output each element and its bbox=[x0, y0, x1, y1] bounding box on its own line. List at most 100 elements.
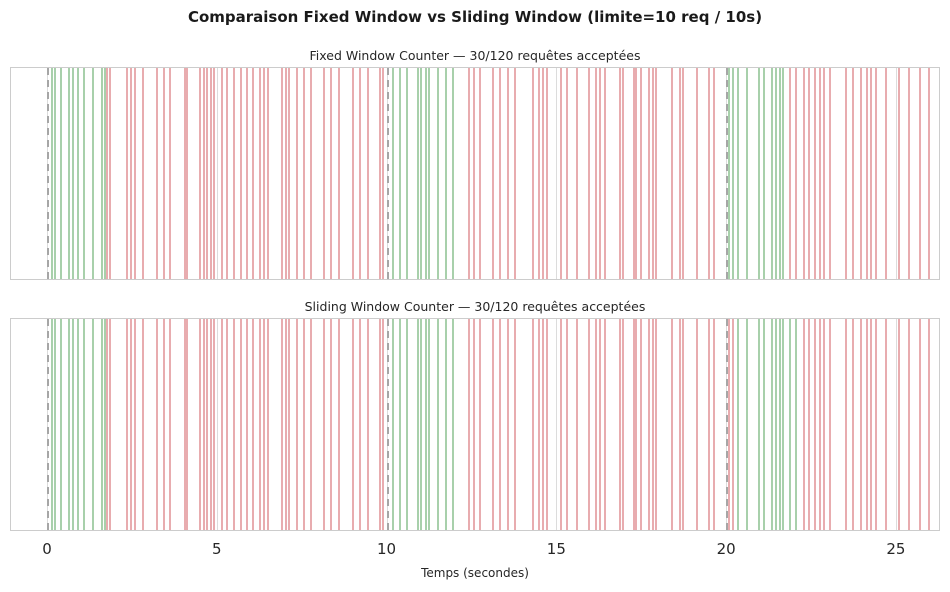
grid-line bbox=[216, 68, 218, 279]
rejected-request-line bbox=[648, 319, 651, 530]
rejected-request-line bbox=[262, 319, 265, 530]
rejected-request-line bbox=[651, 68, 654, 279]
accepted-request-line bbox=[416, 68, 419, 279]
rejected-request-line bbox=[560, 68, 563, 279]
rejected-request-line bbox=[199, 319, 202, 530]
rejected-request-line bbox=[599, 319, 602, 530]
rejected-request-line bbox=[129, 68, 132, 279]
rejected-request-line bbox=[619, 68, 622, 279]
rejected-request-line bbox=[587, 319, 590, 530]
rejected-request-line bbox=[731, 319, 734, 530]
rejected-request-line bbox=[870, 319, 873, 530]
accepted-request-line bbox=[436, 319, 439, 530]
accepted-request-line bbox=[758, 319, 761, 530]
rejected-request-line bbox=[252, 68, 255, 279]
x-axis-label: Temps (secondes) bbox=[421, 566, 529, 580]
rejected-request-line bbox=[681, 68, 684, 279]
rejected-request-line bbox=[142, 68, 145, 279]
rejected-request-line bbox=[919, 319, 922, 530]
accepted-request-line bbox=[76, 319, 79, 530]
accepted-request-line bbox=[76, 68, 79, 279]
accepted-request-line bbox=[746, 319, 749, 530]
x-tick-label: 15 bbox=[546, 540, 566, 558]
rejected-request-line bbox=[285, 68, 288, 279]
accepted-request-line bbox=[71, 68, 74, 279]
rejected-request-line bbox=[478, 68, 481, 279]
rejected-request-line bbox=[507, 68, 510, 279]
accepted-request-line bbox=[416, 319, 419, 530]
accepted-request-line bbox=[59, 68, 62, 279]
rejected-request-line bbox=[330, 68, 333, 279]
rejected-request-line bbox=[338, 68, 340, 279]
accepted-request-line bbox=[100, 68, 103, 279]
accepted-request-line bbox=[444, 68, 447, 279]
grid-line bbox=[216, 319, 218, 530]
rejected-request-line bbox=[708, 68, 711, 279]
accepted-request-line bbox=[53, 68, 56, 279]
grid-line bbox=[895, 68, 897, 279]
accepted-request-line bbox=[68, 319, 71, 530]
rejected-request-line bbox=[203, 319, 206, 530]
accepted-request-line bbox=[746, 68, 749, 279]
rejected-request-line bbox=[884, 68, 887, 279]
window-boundary-line bbox=[47, 68, 49, 279]
accepted-request-line bbox=[391, 319, 394, 530]
rejected-request-line bbox=[266, 319, 269, 530]
rejected-request-line bbox=[288, 68, 291, 279]
accepted-request-line bbox=[68, 68, 71, 279]
rejected-request-line bbox=[795, 68, 798, 279]
rejected-request-line bbox=[897, 68, 900, 279]
rejected-request-line bbox=[678, 319, 681, 530]
rejected-request-line bbox=[106, 319, 109, 530]
accepted-request-line bbox=[775, 68, 778, 279]
rejected-request-line bbox=[220, 68, 223, 279]
x-tick-label: 20 bbox=[716, 540, 736, 558]
accepted-request-line bbox=[737, 68, 740, 279]
rejected-request-line bbox=[338, 319, 340, 530]
accepted-request-line bbox=[452, 68, 455, 279]
rejected-request-line bbox=[168, 68, 171, 279]
x-tick-label: 0 bbox=[42, 540, 52, 558]
rejected-request-line bbox=[280, 319, 283, 530]
rejected-request-line bbox=[619, 319, 622, 530]
accepted-request-line bbox=[436, 68, 439, 279]
accepted-request-line bbox=[405, 68, 408, 279]
accepted-request-line bbox=[427, 68, 430, 279]
rejected-request-line bbox=[126, 68, 129, 279]
rejected-request-line bbox=[142, 319, 145, 530]
rejected-request-line bbox=[330, 319, 333, 530]
rejected-request-line bbox=[560, 319, 563, 530]
rejected-request-line bbox=[844, 319, 847, 530]
rejected-request-line bbox=[220, 319, 223, 530]
accepted-request-line bbox=[420, 68, 423, 279]
rejected-request-line bbox=[206, 319, 209, 530]
rejected-request-line bbox=[288, 319, 291, 530]
rejected-request-line bbox=[225, 319, 228, 530]
rejected-request-line bbox=[587, 68, 590, 279]
rejected-request-line bbox=[106, 68, 109, 279]
rejected-request-line bbox=[366, 319, 369, 530]
rejected-request-line bbox=[874, 319, 877, 530]
rejected-request-line bbox=[695, 319, 698, 530]
rejected-request-line bbox=[818, 68, 821, 279]
rejected-request-line bbox=[245, 319, 248, 530]
accepted-request-line bbox=[728, 68, 731, 279]
rejected-request-line bbox=[258, 319, 261, 530]
rejected-request-line bbox=[599, 68, 602, 279]
accepted-request-line bbox=[50, 68, 53, 279]
rejected-request-line bbox=[108, 319, 111, 530]
rejected-request-line bbox=[280, 68, 283, 279]
sliding-window-panel-title: Sliding Window Counter — 30/120 requêtes… bbox=[304, 299, 646, 314]
accepted-request-line bbox=[782, 68, 785, 279]
rejected-request-line bbox=[468, 319, 471, 530]
rejected-request-line bbox=[108, 68, 111, 279]
rejected-request-line bbox=[295, 319, 298, 530]
accepted-request-line bbox=[424, 319, 427, 530]
accepted-request-line bbox=[53, 319, 56, 530]
rejected-request-line bbox=[155, 68, 158, 279]
rejected-request-line bbox=[513, 68, 516, 279]
accepted-request-line bbox=[420, 319, 423, 530]
rejected-request-line bbox=[651, 319, 654, 530]
fixed-window-panel-title: Fixed Window Counter — 30/120 requêtes a… bbox=[309, 48, 641, 63]
rejected-request-line bbox=[635, 319, 638, 530]
